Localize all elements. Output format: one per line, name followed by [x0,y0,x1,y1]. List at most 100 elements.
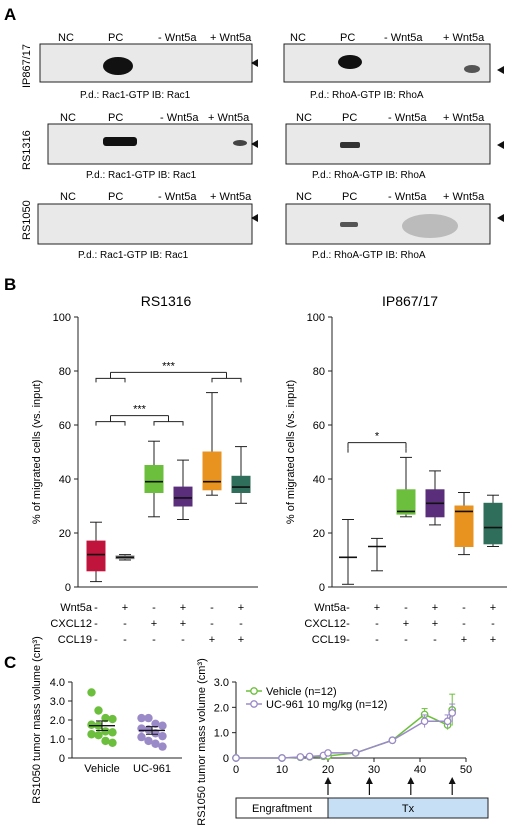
blot-ip867-rac1 [39,43,253,83]
svg-text:PC: PC [108,32,123,44]
sign-right: + [403,618,409,630]
sign-right: + [461,634,467,646]
band-ip867-rac1-pc [103,57,133,75]
data-point [232,754,240,762]
treatment-arrow-head [324,777,332,784]
svg-text:NC: NC [290,32,306,44]
caption-rs1316-rhoa: P.d.: RhoA-GTP IB: RhoA [312,170,426,181]
data-point [144,713,153,723]
sign-left: + [180,602,186,614]
data-point [87,730,96,739]
blot-rs1316-rhoa [285,123,491,165]
sign-left: - [210,618,214,630]
lane-labels-row1-left: NC PC - Wnt5a + Wnt5a [58,32,252,44]
condition-label-cxcl12: CXCL12 [50,618,92,630]
sign-left: - [210,602,214,614]
arrow-marker [251,59,258,67]
sign-right: - [433,634,437,646]
data-point [420,717,429,726]
svg-text:+ Wnt5a: + Wnt5a [443,191,485,203]
svg-text:+ Wnt5a: + Wnt5a [443,112,485,124]
data-point [137,713,146,723]
caption-rs1050-rhoa: P.d.: RhoA-GTP IB: RhoA [312,250,426,261]
sign-right: + [490,602,496,614]
treatment-arrow-head [448,777,456,784]
box-5 [483,502,503,545]
y-tick-label: 40 [59,474,71,486]
svg-text:NC: NC [296,191,312,203]
y-tick-label: 0 [59,753,65,765]
sign-right: - [346,602,350,614]
arrow-marker [497,214,504,222]
sign-right: + [374,602,380,614]
legend-marker [250,687,258,695]
data-point [158,731,167,741]
svg-text:+ Wnt5a: + Wnt5a [208,112,250,124]
sig-label: *** [162,360,176,372]
y-tick-label: 40 [313,474,325,486]
series-line-1 [236,712,453,759]
y-tick-label: 20 [313,528,325,540]
y-tick-label: 2.0 [50,715,65,727]
arrow-marker [497,66,504,74]
y-tick-label: 1.0 [50,734,65,746]
svg-text:+ Wnt5a: + Wnt5a [443,32,485,44]
sign-left: - [94,634,98,646]
y-tick-label: 3.0 [214,677,229,689]
y-tick-label: 0 [223,753,229,765]
sign-left: + [151,618,157,630]
svg-text:PC: PC [340,32,355,44]
data-point [151,729,160,738]
sig-group-bracket [211,377,242,383]
caption-rs1050-rac1: P.d.: Rac1-GTP IB: Rac1 [78,250,189,261]
band-rs1316-rac1-pc [103,137,137,146]
data-point [443,717,452,726]
y-tick-label: 60 [313,420,325,432]
data-point [151,719,160,728]
x-tick-label: 50 [460,764,472,776]
row-label-rs1316: RS1316 [21,130,33,170]
row-label-rs1050: RS1050 [21,200,33,240]
engraftment-label: Engraftment [252,803,312,815]
sign-left: - [152,602,156,614]
box-2 [144,465,164,493]
sign-right: - [375,634,379,646]
x-tick-label: 10 [276,764,288,776]
condition-label-wnt5a-right: Wnt5a [314,602,347,614]
svg-text:- Wnt5a: - Wnt5a [388,191,427,203]
sig-label: *** [133,404,147,416]
series-line-0 [236,709,453,759]
sign-right: - [462,602,466,614]
sig-group-bracket [95,377,126,383]
panel-label-a: A [4,5,16,24]
y-tick-label: 2.0 [214,702,229,714]
data-point [87,720,96,729]
treatment-phase [327,797,489,819]
treatment-arrow-head [407,777,415,784]
data-point [108,728,117,737]
svg-text:NC: NC [60,191,76,203]
caption-rs1316-rac1: P.d.: Rac1-GTP IB: Rac1 [86,170,197,181]
treatment-arrow-head [365,777,373,784]
data-point [94,706,103,715]
sign-left: - [94,602,98,614]
growth-curve-rs1050: RS1050 tumor mass volume (cm³) 0 1.0 2.0 3.… [196,658,472,826]
blot-rs1050-rhoa [285,203,491,245]
dotplot-rs1050: RS1050 tumor mass volume (cm³) 0 1.0 2.0 3.… [31,636,182,804]
sign-right: + [432,618,438,630]
lane-labels-row3-right: NC PC - Wnt5a + Wnt5a [296,191,485,203]
y-tick-label: 3.0 [50,696,65,708]
svg-text:PC: PC [108,112,123,124]
sign-left: - [123,618,127,630]
svg-text:PC: PC [342,191,357,203]
condition-label-ccl19-right: CCL19 [312,634,346,646]
sign-right: - [491,618,495,630]
arrow-marker [251,140,258,148]
sign-right: - [346,634,350,646]
sig-group-bracket [95,421,126,426]
data-point [144,725,153,734]
x-tick-label: 40 [414,764,426,776]
sign-left: + [238,602,244,614]
svg-text:+ Wnt5a: + Wnt5a [210,191,252,203]
